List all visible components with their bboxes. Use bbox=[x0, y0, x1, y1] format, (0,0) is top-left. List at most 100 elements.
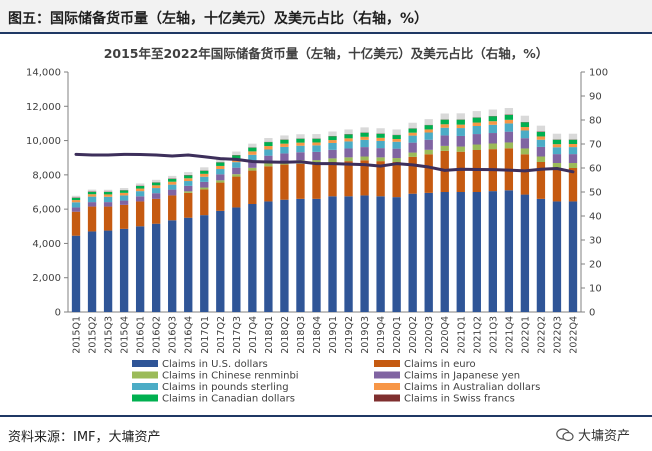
right-axis-tick-label: 50 bbox=[589, 188, 602, 199]
legend-label: Claims in Swiss francs bbox=[404, 394, 515, 405]
bar-stack-2018Q1 bbox=[264, 138, 273, 312]
bar-segment-eur bbox=[296, 163, 305, 199]
bar-stack-2015Q1 bbox=[71, 195, 81, 312]
bar-segment-eur bbox=[248, 170, 257, 204]
x-tick-label: 2019Q2 bbox=[344, 316, 355, 354]
usd-share-point bbox=[571, 170, 575, 174]
right-axis-tick-label: 40 bbox=[589, 212, 602, 223]
legend-label: Claims in Chinese renminbi bbox=[162, 371, 299, 382]
bar-segment-cad bbox=[472, 117, 481, 123]
bar-segment-eur bbox=[119, 204, 129, 229]
bar-segment-aud bbox=[135, 188, 145, 192]
bar-stack-2016Q2 bbox=[152, 179, 161, 312]
usd-share-point bbox=[106, 153, 110, 157]
bar-segment-gbp bbox=[119, 195, 129, 201]
legend-label: Claims in Japanese yen bbox=[404, 371, 520, 382]
chart-axes: 0 2,000 4,000 6,000 8,000 10,000 12,000 14,000 0… bbox=[26, 68, 608, 319]
bar-segment-cny bbox=[504, 142, 514, 149]
legend-label: Claims in Australian dollars bbox=[404, 382, 540, 393]
bar-segment-eur bbox=[71, 211, 81, 236]
x-tick-label: 2016Q1 bbox=[136, 316, 147, 354]
bar-segment-eur bbox=[152, 198, 161, 224]
bar-segment-jpy bbox=[408, 142, 417, 153]
bar-segment-usd bbox=[103, 230, 113, 312]
bar-segment-aud bbox=[440, 124, 449, 128]
bar-segment-eur bbox=[472, 150, 481, 192]
bar-segment-gbp bbox=[152, 188, 161, 194]
bar-segment-other bbox=[264, 138, 273, 142]
bar-segment-gbp bbox=[504, 123, 514, 132]
bar-segment-aud bbox=[248, 151, 257, 155]
bar-segment-jpy bbox=[344, 148, 353, 158]
bar-segment-cny bbox=[200, 187, 209, 190]
bar-segment-gbp bbox=[360, 139, 369, 148]
bar-segment-other bbox=[119, 188, 129, 191]
bar-stack-2016Q3 bbox=[168, 175, 177, 312]
bar-segment-jpy bbox=[392, 148, 401, 159]
bar-segment-cad bbox=[520, 122, 530, 128]
x-tick-label: 2017Q3 bbox=[232, 316, 243, 354]
x-tick-label: 2022Q4 bbox=[568, 316, 579, 354]
x-tick-label: 2022Q3 bbox=[552, 316, 563, 354]
bar-segment-aud bbox=[87, 194, 97, 197]
bar-segment-cad bbox=[376, 133, 385, 138]
bar-segment-other bbox=[536, 125, 546, 132]
right-axis-tick-label: 90 bbox=[589, 92, 602, 103]
bar-segment-jpy bbox=[103, 202, 113, 207]
bar-segment-jpy bbox=[119, 200, 129, 205]
bar-segment-cad bbox=[440, 119, 449, 125]
legend-item-gbp: Claims in pounds sterling bbox=[132, 382, 289, 393]
chart-legend: Claims in U.S. dollars Claims in euroClai… bbox=[132, 359, 540, 405]
bar-segment-usd bbox=[456, 192, 465, 312]
bar-segment-usd bbox=[328, 196, 337, 312]
bar-segment-gbp bbox=[536, 139, 546, 147]
bar-segment-cny bbox=[456, 146, 465, 152]
left-axis-tick-label: 6,000 bbox=[32, 205, 61, 216]
x-tick-label: 2016Q2 bbox=[152, 316, 163, 354]
bar-segment-cad bbox=[360, 132, 369, 137]
bar-segment-gbp bbox=[392, 141, 401, 149]
bar-segment-jpy bbox=[200, 181, 209, 188]
bar-segment-other bbox=[184, 172, 193, 176]
right-axis-tick-label: 80 bbox=[589, 116, 602, 127]
right-axis-tick-label: 100 bbox=[589, 68, 608, 79]
usd-share-point bbox=[491, 168, 495, 171]
bar-segment-gbp bbox=[87, 196, 97, 203]
usd-share-point bbox=[459, 168, 462, 171]
x-tick-label: 2021Q3 bbox=[488, 316, 499, 354]
bar-segment-eur bbox=[536, 162, 546, 199]
bar-segment-cad bbox=[216, 162, 225, 166]
right-axis-tick-label: 10 bbox=[589, 284, 602, 295]
bar-segment-eur bbox=[424, 154, 433, 193]
x-tick-label: 2021Q4 bbox=[504, 316, 515, 354]
bar-segment-other bbox=[328, 131, 337, 136]
right-axis-tick-label: 0 bbox=[589, 308, 595, 319]
bar-segment-other bbox=[392, 129, 401, 135]
bar-segment-usd bbox=[135, 226, 145, 312]
bar-segment-usd bbox=[87, 231, 97, 312]
bar-segment-jpy bbox=[135, 196, 145, 202]
bar-segment-cad bbox=[264, 142, 273, 147]
chart-title: 2015年至2022年国际储备货币量（左轴，十亿美元）及美元占比（右轴，%） bbox=[104, 46, 549, 61]
x-tick-label: 2022Q2 bbox=[536, 316, 547, 354]
bar-stack-2019Q3 bbox=[360, 127, 369, 312]
bar-segment-aud bbox=[103, 194, 113, 197]
usd-share-point bbox=[379, 164, 382, 168]
bar-segment-aud bbox=[376, 137, 385, 141]
bar-segment-other bbox=[312, 134, 321, 139]
x-tick-label: 2017Q2 bbox=[216, 316, 227, 354]
bar-segment-jpy bbox=[504, 131, 514, 143]
usd-share-point bbox=[138, 153, 142, 156]
x-tick-label: 2017Q4 bbox=[248, 316, 259, 354]
usd-share-point bbox=[507, 168, 511, 172]
bar-segment-jpy bbox=[152, 193, 161, 199]
bar-segment-aud bbox=[392, 139, 401, 142]
bar-segment-gbp bbox=[520, 130, 530, 139]
bar-stack-2017Q3 bbox=[232, 151, 241, 312]
bar-segment-gbp bbox=[376, 140, 385, 149]
bar-segment-jpy bbox=[440, 135, 449, 146]
figure-footer: 资料来源：IMF，大墉资产 大墉资产 bbox=[0, 415, 652, 451]
bar-segment-cad bbox=[184, 175, 193, 179]
bar-stack-2015Q4 bbox=[119, 188, 129, 312]
